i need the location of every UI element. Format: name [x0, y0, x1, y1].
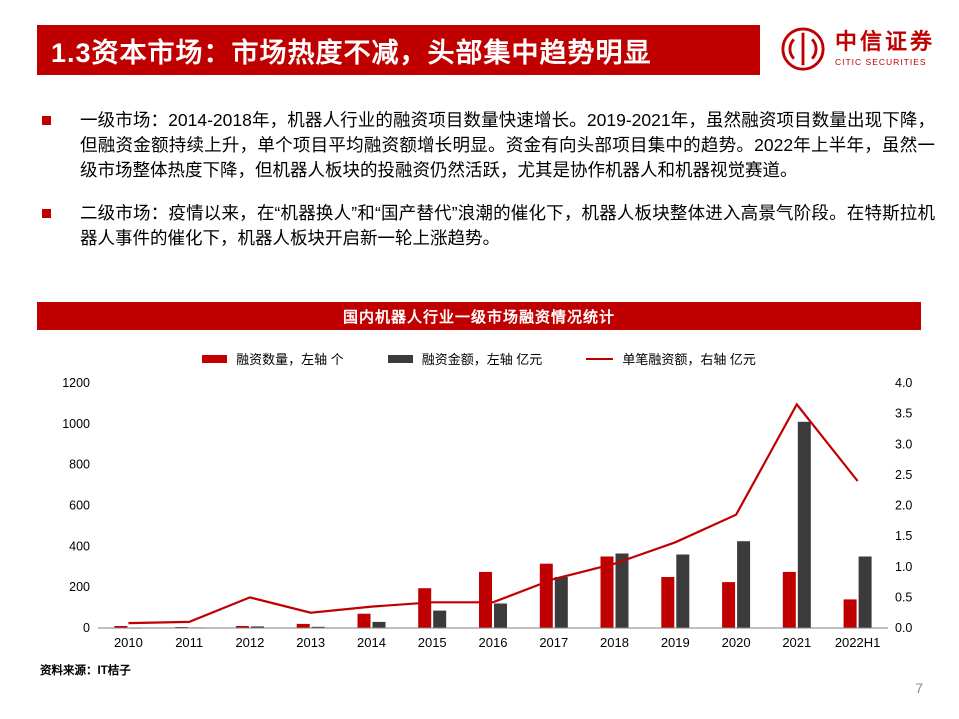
svg-text:2018: 2018 — [600, 635, 629, 650]
page-title: 1.3资本市场：市场热度不减，头部集中趋势明显 — [51, 37, 652, 68]
svg-text:2020: 2020 — [722, 635, 751, 650]
svg-text:2010: 2010 — [114, 635, 143, 650]
bullet-item-primary-market: 一级市场：2014-2018年，机器人行业的融资项目数量快速增长。2019-20… — [42, 108, 935, 184]
svg-text:2016: 2016 — [479, 635, 508, 650]
svg-text:2015: 2015 — [418, 635, 447, 650]
svg-text:2013: 2013 — [296, 635, 325, 650]
svg-text:2.0: 2.0 — [895, 499, 912, 513]
svg-text:2012: 2012 — [235, 635, 264, 650]
svg-text:4.0: 4.0 — [895, 376, 912, 390]
svg-text:2014: 2014 — [357, 635, 386, 650]
bullet-square-icon — [42, 116, 51, 125]
svg-text:1.0: 1.0 — [895, 560, 912, 574]
svg-text:1.5: 1.5 — [895, 529, 912, 543]
bullet-text: 二级市场：疫情以来，在“机器换人”和“国产替代”浪潮的催化下，机器人板块整体进入… — [80, 202, 935, 248]
financing-chart-svg: 0 200 400 600 800 1000 1200 0.0 0.5 1.0 1.5 2.0 2.5 3… — [62, 376, 912, 650]
legend-swatch-red-line — [586, 357, 614, 360]
legend-item-average-deal: 单笔融资额，右轴 亿元 — [586, 349, 756, 368]
svg-text:3.0: 3.0 — [895, 437, 912, 451]
svg-text:2022H1: 2022H1 — [835, 635, 881, 650]
legend-item-financing-amount: 融资金额，左轴 亿元 — [387, 349, 543, 368]
citic-logo-icon — [781, 27, 825, 71]
bullet-square-icon — [42, 208, 51, 218]
svg-text:3.5: 3.5 — [895, 407, 912, 421]
svg-text:600: 600 — [69, 499, 90, 513]
legend-label: 单笔融资额，右轴 亿元 — [622, 352, 756, 367]
chart-title: 国内机器人行业一级市场融资情况统计 — [342, 308, 615, 326]
bullet-item-secondary-market: 二级市场：疫情以来，在“机器换人”和“国产替代”浪潮的催化下，机器人板块整体进入… — [42, 201, 935, 251]
financing-chart: 0 200 400 600 800 1000 1200 0.0 0.5 1.0 1.5 2.0 2.5 3… — [28, 374, 933, 669]
bullet-text: 一级市场：2014-2018年，机器人行业的融资项目数量快速增长。2019-20… — [80, 110, 935, 181]
logo-name-cn: 中信证券 — [834, 29, 935, 55]
svg-text:0.0: 0.0 — [895, 621, 912, 635]
logo-name-en: CITIC SECURITIES — [834, 57, 927, 68]
svg-text:0: 0 — [83, 621, 90, 635]
source-note: 资料来源：IT桔子 — [40, 665, 131, 677]
svg-text:1000: 1000 — [62, 417, 90, 431]
legend-label: 融资金额，左轴 亿元 — [421, 352, 543, 367]
bullet-list: 一级市场：2014-2018年，机器人行业的融资项目数量快速增长。2019-20… — [42, 108, 935, 268]
svg-text:0.5: 0.5 — [895, 590, 912, 604]
svg-text:2017: 2017 — [539, 635, 568, 650]
page-number: 7 — [915, 680, 923, 696]
legend-swatch-dark-bar — [387, 354, 413, 363]
chart-title-bar: 国内机器人行业一级市场融资情况统计 — [37, 302, 921, 330]
svg-text:1200: 1200 — [62, 376, 90, 390]
svg-text:200: 200 — [69, 580, 90, 594]
logo-text: 中信证券 CITIC SECURITIES — [835, 31, 935, 67]
chart-legend: 融资数量，左轴 个 融资金额，左轴 亿元 单笔融资额，右轴 亿元 — [37, 349, 921, 368]
svg-text:2.5: 2.5 — [895, 468, 912, 482]
svg-text:2021: 2021 — [782, 635, 811, 650]
svg-text:2011: 2011 — [175, 635, 203, 650]
legend-item-financing-count: 融资数量，左轴 个 — [202, 349, 344, 368]
title-bar: 1.3资本市场：市场热度不减，头部集中趋势明显 — [37, 25, 760, 75]
svg-text:800: 800 — [69, 458, 90, 472]
legend-label: 融资数量，左轴 个 — [236, 352, 344, 367]
svg-text:400: 400 — [69, 539, 90, 553]
svg-text:2019: 2019 — [661, 635, 690, 650]
legend-swatch-red-bar — [202, 354, 228, 363]
company-logo: 中信证券 CITIC SECURITIES — [780, 26, 935, 72]
